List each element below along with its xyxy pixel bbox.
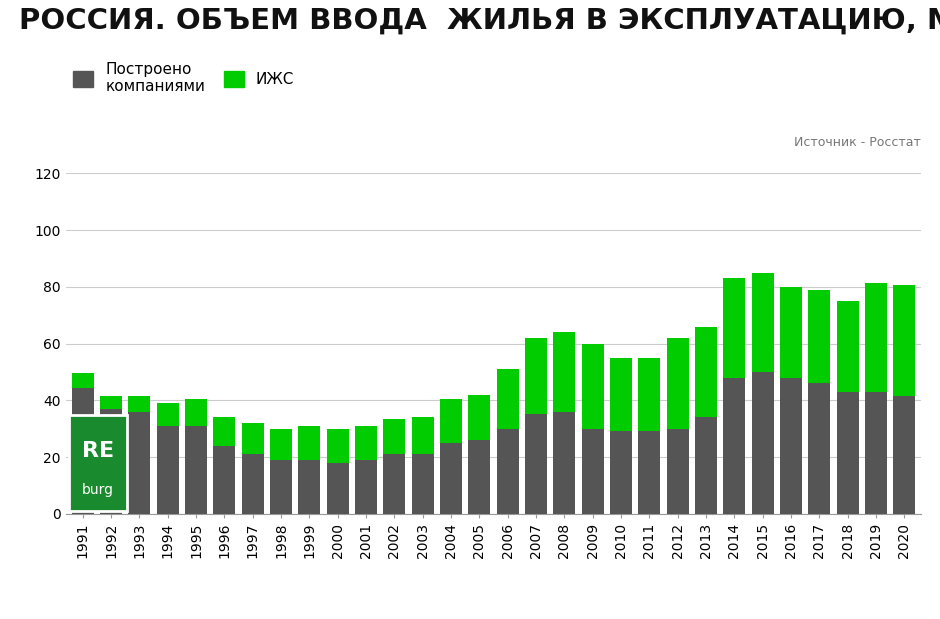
Bar — [100, 396, 122, 409]
Text: RE: RE — [82, 441, 114, 461]
Bar — [213, 417, 235, 446]
Bar — [695, 327, 717, 417]
Bar — [723, 279, 745, 378]
Bar — [213, 446, 235, 514]
Bar — [837, 392, 858, 514]
Bar — [242, 423, 264, 454]
Bar — [355, 460, 377, 514]
Bar — [808, 383, 830, 514]
Bar — [440, 399, 462, 443]
Bar — [752, 372, 774, 514]
Bar — [893, 285, 916, 396]
Bar — [412, 454, 433, 514]
FancyBboxPatch shape — [69, 415, 127, 511]
Bar — [780, 287, 802, 378]
Bar — [298, 426, 321, 460]
Bar — [129, 412, 150, 514]
Text: РОССИЯ. ОБЪЕМ ВВОДА  ЖИЛЬЯ В ЭКСПЛУАТАЦИЮ, МЛН. КВ. М: РОССИЯ. ОБЪЕМ ВВОДА ЖИЛЬЯ В ЭКСПЛУАТАЦИЮ… — [19, 6, 940, 34]
Bar — [752, 272, 774, 372]
Bar — [638, 431, 660, 514]
Bar — [554, 412, 575, 514]
Bar — [71, 373, 94, 387]
Bar — [666, 428, 689, 514]
Bar — [837, 301, 858, 392]
Bar — [610, 358, 632, 431]
Bar — [496, 369, 519, 428]
Bar — [384, 454, 405, 514]
Bar — [157, 403, 179, 426]
Bar — [327, 428, 349, 462]
Bar — [695, 417, 717, 514]
Bar — [582, 344, 603, 428]
Bar — [582, 428, 603, 514]
Bar — [496, 428, 519, 514]
Text: Источник - Росстат: Источник - Росстат — [794, 136, 921, 149]
Bar — [185, 426, 207, 514]
Bar — [525, 338, 547, 415]
Bar — [666, 338, 689, 428]
Bar — [298, 460, 321, 514]
Bar — [129, 396, 150, 412]
Bar — [780, 378, 802, 514]
Legend: Построено
компаниями, ИЖС: Построено компаниями, ИЖС — [73, 62, 294, 94]
Bar — [638, 358, 660, 431]
Bar — [554, 332, 575, 412]
Bar — [723, 378, 745, 514]
Bar — [468, 440, 491, 514]
Bar — [185, 399, 207, 426]
Bar — [468, 395, 491, 440]
Bar — [355, 426, 377, 460]
Bar — [893, 396, 916, 514]
Bar — [525, 415, 547, 514]
Bar — [270, 428, 292, 460]
Bar — [242, 454, 264, 514]
Bar — [865, 282, 887, 392]
Bar — [865, 392, 887, 514]
Bar — [610, 431, 632, 514]
Bar — [71, 387, 94, 514]
Bar — [412, 417, 433, 454]
Bar — [384, 418, 405, 454]
Bar — [440, 443, 462, 514]
Bar — [157, 426, 179, 514]
Text: burg: burg — [82, 483, 114, 496]
Bar — [808, 290, 830, 383]
Bar — [270, 460, 292, 514]
Bar — [327, 462, 349, 514]
Bar — [100, 409, 122, 514]
